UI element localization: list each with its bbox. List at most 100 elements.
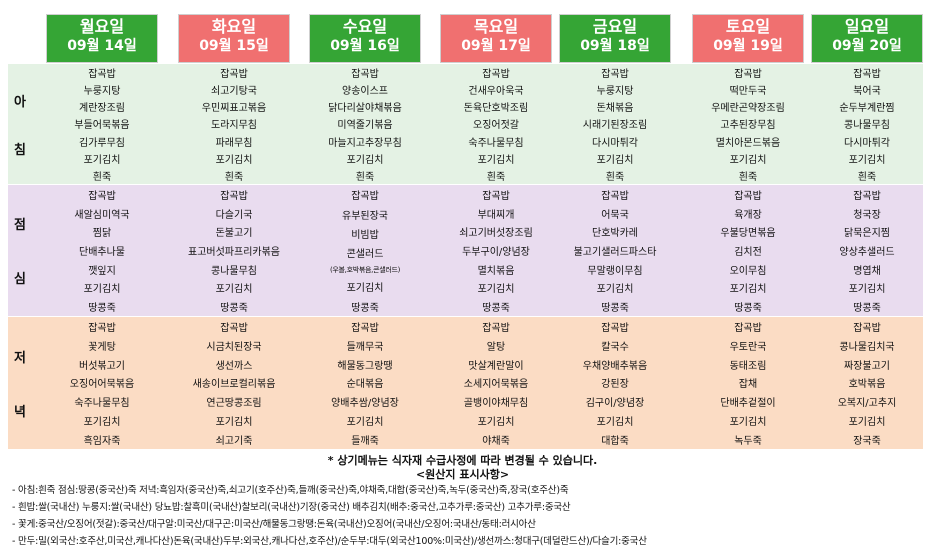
menu-item: 새알심미역국: [74, 209, 130, 221]
day-name: 토요일: [725, 17, 771, 36]
menu-item: 계란장조림: [79, 103, 125, 115]
menu-item: 숙주나물무침: [74, 398, 130, 410]
meal-band-dinner: [8, 317, 923, 449]
menu-item: 잡곡밥: [734, 190, 762, 202]
menu-item: 잡곡밥: [482, 69, 510, 81]
menu-item: 잡곡밥: [220, 322, 248, 334]
menu-item: 잡곡밥: [734, 69, 762, 81]
menu-item: 잡곡밥: [853, 190, 881, 202]
menu-item: 시금치된장국: [206, 341, 262, 353]
menu-item: 포기김치: [848, 284, 886, 296]
menu-item: 돈불고기: [215, 228, 253, 240]
menu-item: 불고기샐러드파스타: [573, 246, 657, 258]
menu-item: 김구이/양념장: [585, 398, 645, 410]
menu-item: 땅콩죽: [220, 303, 248, 315]
menu-cell-dinner: 잡곡밥 칼국수 우채양배추볶음 강된장 김구이/양념장 포기김치 대합죽: [559, 317, 671, 449]
menu-item: 우민찌표고볶음: [201, 103, 267, 115]
menu-item: 양배추쌈/양념장: [331, 398, 399, 410]
origin-line: - 흰밥:쌀(국내산) 누룽지:쌀(국내산) 당뇨밥:찰흑미(국내산)찰보리(국…: [12, 502, 571, 513]
menu-cell-breakfast: 잡곡밥 누룽지탕 돈채볶음 시래기된장조림 다시마튀각 포기김치 흰죽: [559, 64, 671, 184]
menu-item: 버섯볶고기: [79, 360, 125, 372]
menu-item: 부들어묵볶음: [74, 120, 130, 132]
menu-item: 무말랭이무침: [587, 265, 643, 277]
menu-item: 북어국: [853, 86, 881, 98]
menu-item: 단배추나물: [79, 246, 125, 258]
menu-item: 쇠고기버섯장조림: [459, 228, 533, 240]
menu-cell-lunch: 잡곡밥 새알심미역국 찜닭 단배추나물 깻잎지 포기김치 땅콩죽: [46, 185, 158, 316]
menu-item: 포기김치: [346, 417, 384, 429]
menu-item: 돈육단호박조림: [463, 103, 529, 115]
menu-item: 포기김치: [596, 154, 634, 166]
day-header: 일요일 09월 20일: [811, 14, 923, 63]
menu-item: 명엽채: [853, 265, 881, 277]
menu-item: 우불당면볶음: [720, 228, 776, 240]
menu-item: 들깨죽: [351, 435, 379, 447]
menu-item: 잡채: [738, 379, 758, 391]
day-date: 09월 15일: [199, 37, 269, 54]
meal-band-breakfast: [8, 64, 923, 184]
menu-item: 해물동그랑땡: [337, 360, 393, 372]
menu-item: 들깨무국: [346, 341, 384, 353]
menu-item: 우메란곤약장조림: [711, 103, 785, 115]
meal-label-char: 점: [14, 218, 26, 234]
menu-item: 찜닭: [92, 228, 112, 240]
menu-item: 포기김치: [83, 417, 121, 429]
menu-item: 잡곡밥: [220, 190, 248, 202]
menu-cell-lunch: 잡곡밥 육개장 우불당면볶음 김치전 오이무침 포기김치 땅콩죽: [692, 185, 804, 316]
menu-cell-lunch: 잡곡밥 다슬기국 돈불고기 표고버섯파프리카볶음 콩나물무침 포기김치 땅콩죽: [178, 185, 290, 316]
menu-cell-dinner: 잡곡밥 들깨무국 해물동그랑땡 순대볶음 양배추쌈/양념장 포기김치 들깨죽: [309, 317, 421, 449]
day-date: 09월 19일: [713, 37, 783, 54]
menu-item: 멸치볶음: [477, 265, 515, 277]
menu-item: 야채죽: [482, 435, 510, 447]
menu-item: 땅콩죽: [88, 303, 116, 315]
menu-item: 잡곡밥: [601, 322, 629, 334]
menu-item: 잡곡밥: [853, 69, 881, 81]
menu-item: 잡곡밥: [351, 191, 379, 203]
meal-label-char: 심: [14, 271, 26, 287]
menu-item: 포기김치: [729, 284, 767, 296]
menu-cell-dinner: 잡곡밥 콩나물김치국 짜장불고기 호박볶음 오복지/고추지 포기김치 장국죽: [811, 317, 923, 449]
menu-item: 김치전: [734, 246, 762, 258]
menu-cell-breakfast: 잡곡밥 쇠고기탕국 우민찌표고볶음 도라지무침 파래무침 포기김치 흰죽: [178, 64, 290, 184]
menu-item: 동태조림: [729, 360, 767, 372]
day-name: 목요일: [473, 17, 519, 36]
menu-item: 우토란국: [729, 341, 767, 353]
menu-item: 맛살계란말이: [468, 360, 524, 372]
menu-item: 흰죽: [738, 171, 758, 183]
menu-item: 닭다리살야채볶음: [328, 103, 402, 115]
menu-cell-dinner: 잡곡밥 우토란국 동태조림 잡채 단배추겉절이 포기김치 녹두죽: [692, 317, 804, 449]
menu-item: 순두부계란찜: [839, 103, 895, 115]
day-date: 09월 18일: [580, 37, 650, 54]
meal-band-lunch: [8, 185, 923, 316]
menu-item: 알탕: [486, 341, 506, 353]
menu-item: 흰죽: [857, 171, 877, 183]
menu-item: 땅콩죽: [482, 303, 510, 315]
menu-item: 포기김치: [596, 417, 634, 429]
menu-item: 포기김치: [477, 154, 515, 166]
meal-label-char: 침: [14, 142, 26, 158]
menu-item: 누룽지탕: [83, 86, 121, 98]
menu-cell-lunch: 잡곡밥 청국장 닭묵은지찜 양상추샐러드 명엽채 포기김치 땅콩죽: [811, 185, 923, 316]
menu-item: 포기김치: [346, 154, 384, 166]
menu-item: 흰죽: [224, 171, 244, 183]
menu-item: 콩나물무침: [844, 120, 890, 132]
menu-item: 쇠고기탕국: [211, 86, 257, 98]
menu-item: 잡곡밥: [88, 190, 116, 202]
meal-label-char: 아: [14, 94, 26, 110]
menu-item: 잡곡밥: [853, 322, 881, 334]
menu-item: (우볼,호박볶음,콘샐러드): [329, 265, 401, 274]
day-header: 목요일 09월 17일: [440, 14, 552, 63]
menu-item: 잡곡밥: [88, 322, 116, 334]
menu-item: 닭묵은지찜: [844, 228, 890, 240]
menu-item: 두부구이/양념장: [462, 246, 530, 258]
menu-item: 마늘지고추장무침: [328, 137, 402, 149]
menu-item: 청국장: [853, 209, 881, 221]
menu-item: 녹두죽: [734, 435, 762, 447]
menu-item: 땅콩죽: [853, 303, 881, 315]
menu-item: 흰죽: [92, 171, 112, 183]
menu-item: 오이무침: [729, 265, 767, 277]
menu-item: 시래기된장조림: [582, 120, 648, 132]
